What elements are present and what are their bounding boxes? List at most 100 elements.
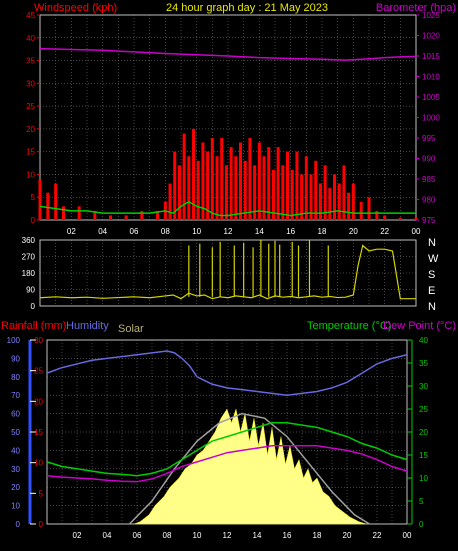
temperature-tick-label: 20 [419,428,428,437]
direction-tick-label: 0 [31,302,36,311]
direction-tick-label: 270 [22,253,36,262]
windspeed-tick-label: 20 [26,125,35,134]
wind-pressure-grid [40,15,416,220]
time-tick-label: 12 [223,531,232,540]
barometer-tick-label: 1000 [422,114,440,123]
barometer-tick-label: 1005 [422,93,440,102]
time-tick-label: 06 [133,531,142,540]
time-tick-label: 20 [349,227,358,236]
barometer-axis-label: Barometer (hpa) [376,2,456,14]
time-tick-label: 10 [193,531,202,540]
humidity-line [46,350,408,396]
humidity-tick-label: 30 [11,465,20,474]
temp-humidity-series [46,350,408,525]
humidity-tick-label: 90 [11,354,20,363]
time-tick-label: 10 [192,227,201,236]
windspeed-tick-label: 5 [31,193,36,202]
wind-pressure-axes: 0510152025303540459759809859909951000100… [26,11,440,236]
time-tick-label: 22 [373,531,382,540]
barometer-tick-label: 990 [422,155,436,164]
compass-label-n-bottom: N [428,301,436,313]
barometer-tick-label: 985 [422,175,436,184]
rainfall-tick-label: 5 [39,489,44,498]
rainfall-tick-label: 10 [34,459,43,468]
barometer-tick-label: 1025 [422,11,440,20]
windspeed-axis-label: Windspeed (kph) [34,2,117,14]
time-tick-label: 18 [318,227,327,236]
time-tick-label: 14 [253,531,262,540]
windspeed-tick-label: 0 [31,216,36,225]
compass-label-w: W [428,253,439,265]
wind-direction-axes: 0 90 180 270 360 [22,236,36,311]
direction-trace [39,244,416,300]
rainfall-tick-label: 30 [34,336,43,345]
windspeed-tick-label: 15 [26,148,35,157]
barometer-line [39,47,417,61]
time-tick-label: 18 [313,531,322,540]
dewpoint-axis-label: Dew Point (°C) [383,320,456,332]
gust-line [39,200,416,217]
time-tick-label: 12 [224,227,233,236]
windspeed-tick-label: 25 [26,102,35,111]
temperature-tick-label: 40 [419,336,428,345]
time-tick-label: 22 [380,227,389,236]
humidity-tick-label: 50 [11,428,20,437]
humidity-tick-label: 100 [7,336,21,345]
barometer-tick-label: 1010 [422,73,440,82]
temp-humidity-axes: 0102030405060708090100051015202530051015… [7,336,429,540]
rainfall-tick-label: 15 [34,428,43,437]
wind-direction-series [39,240,416,300]
humidity-tick-label: 20 [11,483,20,492]
temperature-tick-label: 30 [419,382,428,391]
time-tick-label: 00 [412,227,421,236]
time-tick-label: 20 [343,531,352,540]
time-tick-label: 08 [161,227,170,236]
compass-label-n-top: N [428,237,436,249]
rainfall-tick-label: 25 [34,367,43,376]
time-tick-label: 08 [163,531,172,540]
solar-area [133,408,367,525]
temperature-axis-label: Temperature (°C) [307,320,391,332]
time-tick-label: 16 [286,227,295,236]
humidity-tick-label: 10 [11,502,20,511]
temp-humidity-grid [47,340,407,524]
temperature-tick-label: 0 [419,520,424,529]
temperature-tick-label: 25 [419,405,428,414]
time-tick-label: 02 [73,531,82,540]
windspeed-tick-label: 10 [26,170,35,179]
temperature-tick-label: 10 [419,474,428,483]
windspeed-tick-label: 35 [26,57,35,66]
humidity-tick-label: 40 [11,446,20,455]
barometer-tick-label: 980 [422,196,436,205]
barometer-tick-label: 995 [422,134,436,143]
compass-label-s: S [428,269,435,281]
humidity-tick-label: 70 [11,391,20,400]
solar-max-curve [128,412,370,525]
direction-tick-label: 180 [22,269,36,278]
time-tick-label: 00 [403,531,412,540]
humidity-tick-label: 60 [11,410,20,419]
wind-pressure-series [38,47,418,220]
windspeed-tick-label: 30 [26,79,35,88]
solar-label: Solar [118,323,144,335]
time-tick-label: 04 [98,227,107,236]
time-tick-label: 16 [283,531,292,540]
rainfall-tick-label: 20 [34,397,43,406]
time-tick-label: 06 [130,227,139,236]
time-tick-label: 14 [255,227,264,236]
rainfall-axis-label: Rainfall (mm) [1,320,66,332]
humidity-axis-label: Humidity [66,320,109,332]
rainfall-tick-label: 0 [39,520,44,529]
compass-label-e: E [428,285,435,297]
barometer-tick-label: 975 [422,216,436,225]
temperature-tick-label: 5 [419,497,424,506]
temperature-tick-label: 35 [419,359,428,368]
humidity-tick-label: 0 [16,520,21,529]
windspeed-tick-label: 40 [26,34,35,43]
humidity-tick-label: 80 [11,373,20,382]
direction-tick-label: 360 [22,236,36,245]
compass-labels: N W S E N [428,237,439,313]
direction-tick-label: 90 [26,286,35,295]
windspeed-tick-label: 45 [26,11,35,20]
